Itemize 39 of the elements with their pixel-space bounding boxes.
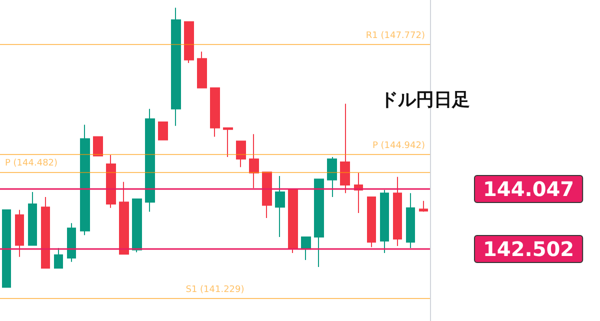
candlestick (106, 154, 116, 208)
candlestick (67, 222, 76, 262)
candlestick (197, 51, 207, 88)
ref-line-label: R1 (147.772) (366, 30, 425, 41)
y-tick-label: 144.047 (483, 176, 574, 201)
candlestick (406, 192, 415, 248)
candlestick (262, 172, 272, 219)
candlestick (314, 178, 324, 268)
candlestick (380, 190, 389, 254)
candlestick (301, 236, 311, 260)
candlestick (249, 134, 259, 189)
candlestick (419, 200, 428, 212)
text: ドル円日足 (380, 90, 470, 110)
candlestick (223, 127, 233, 158)
candlestick (54, 247, 63, 269)
candlestick (28, 191, 37, 246)
y-tick-label: 142.502 (483, 237, 574, 262)
candlestick (132, 198, 142, 253)
candlestick (210, 87, 220, 138)
candlestick (2, 209, 11, 288)
candlestick (145, 108, 155, 212)
candlestick (93, 136, 103, 156)
candlestick (327, 156, 337, 198)
candlestick (41, 196, 50, 269)
candlestick (288, 190, 298, 254)
candlestick (275, 176, 285, 238)
candlestick (80, 124, 90, 236)
candlestick (119, 181, 129, 255)
candlestick (393, 176, 402, 246)
candlestick (236, 140, 246, 168)
candlestick (158, 122, 168, 140)
candlestick (340, 103, 350, 194)
ref-line-label: S1 (141.229) (186, 284, 244, 295)
candlestick (15, 209, 24, 258)
candlestick (171, 7, 181, 126)
ref-line-label: P (144.482) (5, 158, 58, 169)
candlestick (367, 196, 376, 248)
candlestick (184, 21, 194, 64)
ref-line-label: P (144.942) (372, 140, 425, 151)
